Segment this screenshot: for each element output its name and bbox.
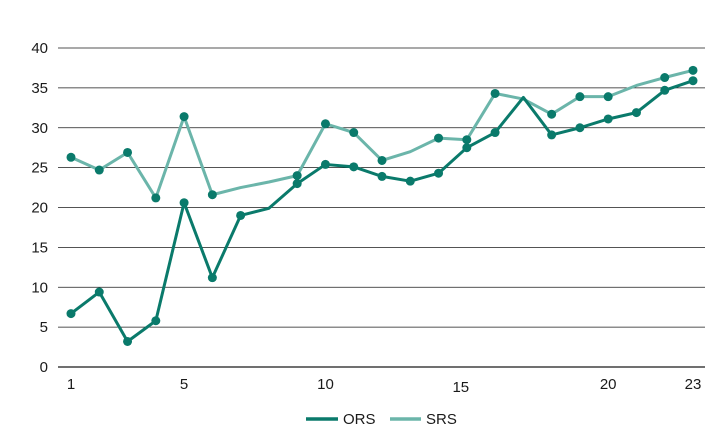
data-point-srs	[94, 165, 104, 175]
data-point-ors	[434, 168, 444, 178]
data-point-ors	[547, 130, 557, 140]
y-tick-label: 35	[31, 80, 48, 97]
data-point-srs	[575, 92, 585, 102]
data-point-ors	[688, 76, 698, 86]
data-point-ors	[405, 176, 415, 186]
y-tick-label: 40	[31, 40, 48, 57]
y-tick-label: 25	[31, 160, 48, 177]
series-lines	[66, 65, 698, 346]
series-line-ors	[69, 79, 695, 343]
data-point-srs	[66, 152, 76, 162]
data-point-ors	[292, 179, 302, 189]
data-point-ors	[462, 143, 472, 153]
data-point-srs	[603, 92, 613, 102]
data-point-srs	[292, 171, 302, 181]
y-tick-label: 20	[31, 200, 48, 217]
data-point-ors	[207, 273, 217, 283]
data-point-srs	[320, 119, 330, 129]
data-point-ors	[575, 123, 585, 133]
data-point-srs	[377, 155, 387, 165]
y-tick-label: 10	[31, 279, 48, 296]
x-tick-label: 1	[67, 376, 75, 393]
data-point-ors	[603, 114, 613, 124]
data-point-srs	[179, 112, 189, 122]
data-point-ors	[179, 198, 189, 208]
x-tick-label: 20	[600, 376, 617, 393]
x-tick-label: 10	[317, 376, 334, 393]
x-tick-label: 5	[180, 376, 188, 393]
data-point-srs	[349, 128, 359, 138]
data-point-ors	[320, 159, 330, 169]
legend: ORS SRS	[306, 411, 457, 428]
data-point-ors	[631, 108, 641, 118]
series-srs	[66, 65, 698, 203]
data-point-ors	[151, 316, 161, 326]
legend-item-srs: SRS	[390, 411, 457, 428]
data-point-srs	[490, 88, 500, 98]
series-ors	[66, 76, 698, 346]
data-point-ors	[490, 128, 500, 138]
data-point-ors	[236, 210, 246, 220]
data-point-srs	[123, 147, 133, 157]
y-tick-label: 5	[40, 319, 48, 336]
x-axis-ticks: 1 5 10 15 20 23	[67, 376, 702, 396]
data-point-ors	[349, 162, 359, 172]
data-point-srs	[660, 73, 670, 83]
y-tick-label: 0	[40, 359, 48, 376]
data-point-ors	[377, 171, 387, 181]
legend-item-ors: ORS	[306, 411, 376, 428]
legend-label: ORS	[343, 411, 376, 428]
data-point-srs	[434, 133, 444, 143]
data-point-ors	[123, 336, 133, 346]
x-tick-label: 23	[685, 376, 702, 393]
y-tick-label: 15	[31, 239, 48, 256]
data-point-srs	[207, 190, 217, 200]
y-axis-ticks: 0 5 10 15 20 25 30 35 40	[31, 40, 48, 376]
data-point-srs	[547, 109, 557, 119]
data-point-ors	[66, 309, 76, 319]
data-point-srs	[151, 193, 161, 203]
x-tick-label: 15	[452, 379, 469, 396]
data-point-srs	[688, 65, 698, 75]
data-point-ors	[94, 287, 104, 297]
legend-label: SRS	[426, 411, 457, 428]
y-tick-label: 30	[31, 120, 48, 137]
data-point-ors	[660, 85, 670, 95]
data-point-srs	[462, 135, 472, 145]
